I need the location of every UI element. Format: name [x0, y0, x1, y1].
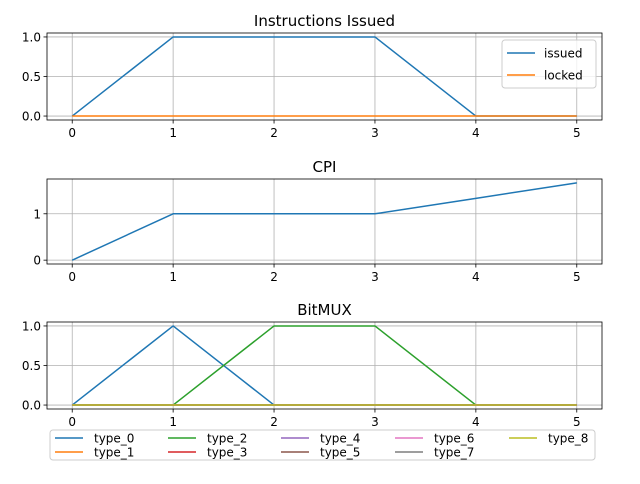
chart-panel-0: 0 1 2 3 4 5 0.0 0.5 1.0 Instructions Issued issued…: [22, 12, 603, 140]
x-tick-label: 3: [371, 415, 379, 429]
x-tick-label: 0: [68, 415, 76, 429]
y-tick-label: 1: [33, 207, 41, 221]
chart-title: CPI: [313, 158, 337, 176]
series-line-series-0: [71, 182, 577, 261]
x-tick-label: 3: [371, 126, 379, 140]
x-tick-label: 4: [472, 270, 480, 284]
series-lines: [71, 325, 577, 406]
legend-label-locked: locked: [544, 69, 583, 83]
y-tick-label: 0: [33, 254, 41, 268]
x-tick-label: 4: [472, 126, 480, 140]
y-tick-label: 0.0: [22, 399, 41, 413]
chart-panel-1: 0 1 2 3 4 5 0 1 CPI: [33, 158, 603, 284]
x-tick-label: 5: [573, 415, 581, 429]
legend-label-issued: issued: [544, 47, 582, 61]
legend-label-type_0: type_0: [94, 432, 134, 446]
axes-frame: [46, 178, 603, 265]
y-tick-label: 0.5: [22, 70, 41, 84]
x-tick-label: 2: [270, 126, 278, 140]
legend-label-type_8: type_8: [548, 432, 588, 446]
x-tick-label: 2: [270, 270, 278, 284]
y-tick-label: 0.5: [22, 359, 41, 373]
x-tick-label: 5: [573, 270, 581, 284]
x-tick-label: 1: [169, 415, 177, 429]
chart-title: Instructions Issued: [254, 12, 395, 30]
chart-title: BitMUX: [297, 301, 352, 319]
x-tick-label: 4: [472, 415, 480, 429]
y-tick-label: 1.0: [22, 319, 41, 333]
legend-label-type_6: type_6: [434, 432, 474, 446]
y-tick-label: 1.0: [22, 30, 41, 44]
legend-label-type_3: type_3: [207, 446, 247, 460]
legend-label-type_7: type_7: [434, 446, 474, 460]
x-tick-label: 1: [169, 270, 177, 284]
series-lines: [71, 36, 577, 117]
legend-label-type_4: type_4: [320, 432, 360, 446]
chart-panel-2: 0 1 2 3 4 50.00.51.0BitMUXtype_0type_1type_2t…: [22, 301, 603, 461]
legend-label-type_5: type_5: [320, 446, 360, 460]
x-tick-label: 1: [169, 126, 177, 140]
legend-label-type_1: type_1: [94, 446, 134, 460]
x-tick-label: 0: [68, 126, 76, 140]
x-tick-label: 2: [270, 415, 278, 429]
legend-frame: [501, 39, 597, 89]
x-tick-label: 3: [371, 270, 379, 284]
x-tick-label: 5: [573, 126, 581, 140]
legend: issued locked: [501, 39, 597, 89]
x-tick-label: 0: [68, 270, 76, 284]
legend-label-type_2: type_2: [207, 432, 247, 446]
series-lines: [71, 182, 577, 261]
y-tick-label: 0.0: [22, 110, 41, 124]
